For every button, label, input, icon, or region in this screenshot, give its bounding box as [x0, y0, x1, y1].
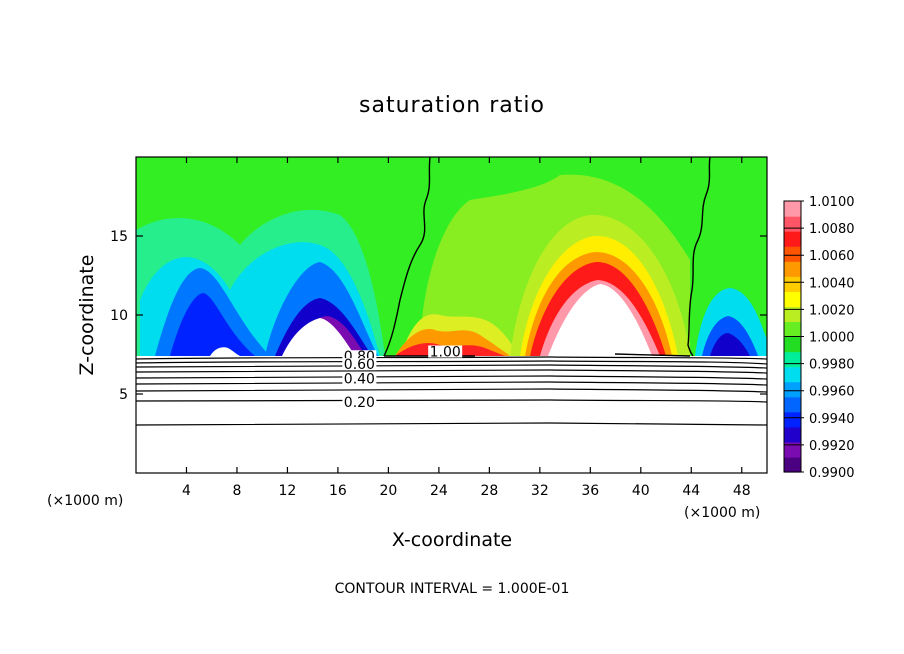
- colorbar-label: 0.9980: [809, 358, 855, 373]
- contour-interval-note: CONTOUR INTERVAL = 1.000E-01: [335, 581, 570, 597]
- colorbar-label: 1.0020: [809, 303, 855, 318]
- x-tick-label: 44: [682, 483, 700, 499]
- contour-line: [136, 422, 767, 426]
- x-tick-label: 16: [329, 483, 347, 499]
- contour-line: [136, 356, 767, 360]
- colorbar-swatch: [784, 261, 801, 277]
- contour-label: 0.60: [344, 357, 375, 373]
- contour-1-00-right: [687, 157, 711, 357]
- contour-label-bg: [428, 345, 463, 358]
- field-dome-white: [548, 284, 652, 356]
- colorbar-label: 0.9960: [809, 385, 855, 400]
- contour-label: 0.20: [344, 395, 375, 411]
- field-blue-right-2: [710, 333, 750, 356]
- x-tick-label: 4: [182, 483, 191, 499]
- contour-line: [136, 375, 767, 380]
- colorbar: 1.0100 1.0080 1.0060 1.0040 1.0020 1.0000 0.99…: [783, 195, 855, 481]
- colorbar-label: 0.9940: [809, 412, 855, 427]
- colorbar-swatch: [784, 291, 801, 307]
- colorbar-label: 1.0060: [809, 249, 855, 264]
- contour-label-bg: [342, 396, 377, 409]
- x-tick-label: 32: [531, 483, 549, 499]
- colorbar-swatch: [784, 366, 801, 383]
- colorbar-swatch: [784, 201, 801, 217]
- contour-line: [136, 399, 767, 403]
- x-tick-label: 40: [632, 483, 650, 499]
- colorbar-label: 0.9900: [809, 466, 855, 481]
- field-white-lobe-2: [210, 347, 240, 356]
- y-tick-label: 5: [119, 387, 128, 403]
- contour-line: [136, 360, 767, 365]
- colorbar-swatch: [784, 216, 801, 232]
- contour-line: [136, 369, 767, 374]
- x-axis-label: X-coordinate: [392, 529, 512, 551]
- field-blue-lobe-2: [170, 293, 255, 356]
- contour-label: 0.40: [344, 371, 375, 387]
- colorbar-label: 1.0100: [809, 195, 855, 210]
- x-tick-label: 28: [480, 483, 498, 499]
- colorbar-label: 1.0080: [809, 222, 855, 237]
- colorbar-label: 1.0040: [809, 276, 855, 291]
- contour-line: [136, 388, 767, 393]
- x-axis-ticks: 4 8 12 16 20 24 28 32 36 40 44 48: [182, 157, 751, 499]
- y-tick-label: 10: [110, 308, 128, 324]
- colorbar-swatch: [784, 381, 801, 398]
- colorbar-swatch: [784, 336, 801, 353]
- colorbar-swatch: [784, 351, 801, 368]
- x-unit-left: (×1000 m): [47, 493, 123, 509]
- y-tick-label: 15: [110, 229, 128, 245]
- contour-line: [136, 364, 767, 369]
- colorbar-swatch: [784, 276, 801, 292]
- colorbar-swatch: [784, 246, 801, 262]
- x-tick-label: 48: [733, 483, 751, 499]
- x-tick-label: 12: [279, 483, 297, 499]
- contour-label-bg: [342, 358, 377, 371]
- low-contours: [136, 356, 767, 426]
- x-unit-right: (×1000 m): [684, 505, 760, 521]
- x-tick-label: 36: [581, 483, 599, 499]
- colorbar-swatch: [784, 321, 801, 338]
- colorbar-swatch: [784, 426, 801, 443]
- contour-1-00-left: [383, 157, 431, 357]
- x-tick-label: 20: [379, 483, 397, 499]
- colorbar-swatch: [784, 456, 801, 473]
- colorbar-swatch: [784, 306, 801, 323]
- x-tick-label: 8: [232, 483, 241, 499]
- colorbar-swatch: [784, 231, 801, 247]
- saturation-field: [136, 157, 767, 473]
- contour-labels: 1.000.800.600.400.20: [342, 345, 463, 411]
- colorbar-swatch: [784, 396, 801, 413]
- colorbar-label: 1.0000: [809, 331, 855, 346]
- colorbar-swatch: [784, 411, 801, 428]
- colorbar-swatch: [784, 441, 801, 458]
- contour-label: 1.00: [430, 345, 461, 361]
- y-axis-ticks: 5 10 15: [110, 229, 767, 403]
- contour-line: [136, 381, 767, 386]
- contour-label-bg: [342, 372, 377, 385]
- colorbar-label: 0.9920: [809, 439, 855, 454]
- x-tick-label: 24: [430, 483, 448, 499]
- y-axis-label: Z-coordinate: [76, 255, 98, 376]
- field-white-lobe-1: [282, 318, 355, 356]
- field-lower-white: [136, 356, 767, 473]
- chart-title: saturation ratio: [359, 93, 545, 118]
